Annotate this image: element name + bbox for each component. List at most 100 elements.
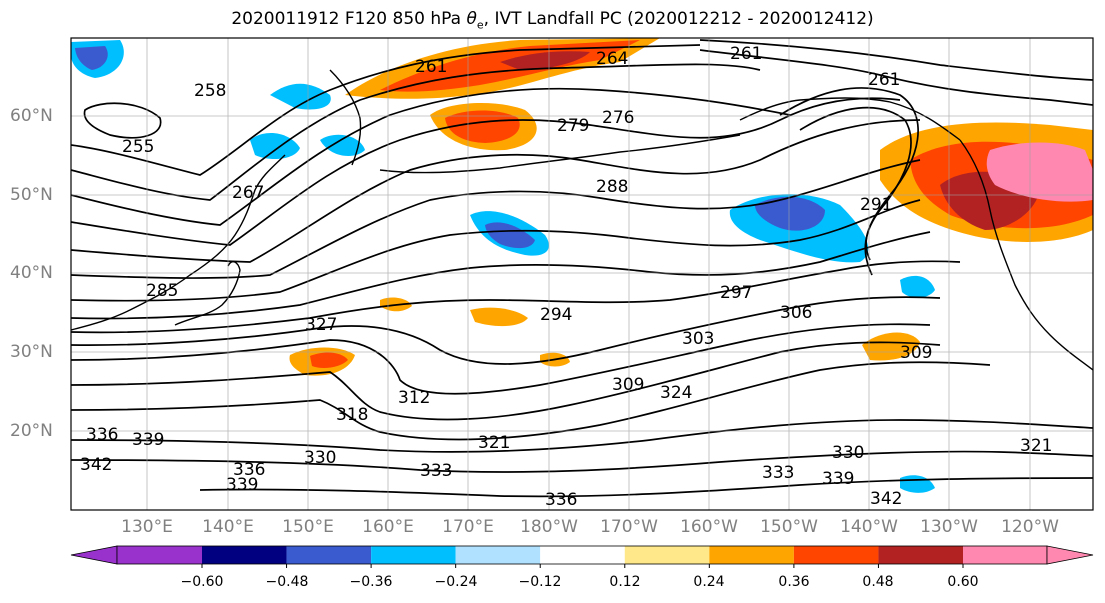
colorbar-bin (455, 546, 541, 564)
graticule (71, 38, 1093, 510)
contour-line (71, 260, 961, 334)
contour-label: 309 (612, 375, 644, 395)
lat-label: 30°N (10, 342, 53, 362)
lon-label: 130°W (920, 517, 978, 537)
contour-line (71, 450, 1093, 473)
theta-symbol: θ (466, 9, 477, 29)
colorbar-bin (878, 546, 963, 564)
contour-line (71, 419, 1093, 453)
contour-label: 336 (86, 425, 118, 445)
contour-line (71, 44, 701, 176)
colorbar-tick-label: 0.24 (693, 574, 725, 590)
contour-line (71, 296, 941, 365)
lon-label: 150°W (760, 517, 818, 537)
shade-region-alaska-peak (500, 51, 590, 70)
contour-line (83, 102, 162, 139)
contour-label: 306 (780, 303, 812, 323)
shade-region-east-neg (900, 275, 935, 298)
contour-label: 324 (660, 383, 692, 403)
colorbar-bin (117, 546, 202, 564)
contour-line (71, 119, 921, 263)
contour-label: 333 (762, 463, 794, 483)
colorbar-ticks (201, 564, 964, 568)
contour-label: 291 (860, 195, 892, 215)
contour-label: 321 (478, 433, 510, 453)
colorbar-bin (371, 546, 456, 564)
colorbar-bin (793, 546, 879, 564)
lon-label: 150°E (282, 517, 334, 537)
lon-label: 120°W (1001, 517, 1059, 537)
contour-line (71, 323, 931, 395)
contour-line (71, 63, 761, 201)
shade-region-japan-neg (250, 133, 300, 160)
contour-label: 342 (870, 489, 902, 509)
shade-region-east-pos (862, 332, 920, 361)
lon-label: 160°W (680, 517, 738, 537)
colorbar-extend-low (70, 545, 118, 565)
colorbar-extend-high (1046, 545, 1094, 565)
lat-label: 60°N (10, 106, 53, 126)
contour-label: 336 (545, 490, 577, 510)
lon-label: 170°W (600, 517, 658, 537)
coastline-north-america (959, 139, 1093, 371)
shade-region-mid-pos-2-core (310, 352, 348, 368)
coastline-asia (71, 154, 286, 331)
lon-label: 160°E (362, 517, 414, 537)
contour-label: 330 (832, 443, 864, 463)
colorbar-bin (286, 546, 372, 564)
shading-layer (71, 38, 1093, 493)
contour-label: 303 (682, 329, 714, 349)
coastline-alaska (739, 97, 961, 141)
contour-line (71, 341, 941, 421)
lat-label: 20°N (10, 421, 53, 441)
colorbar-tick-label: 0.36 (778, 574, 810, 590)
contour-label: 294 (540, 305, 572, 325)
lat-label: 40°N (10, 263, 53, 283)
map-frame (70, 37, 1094, 511)
shade-region-kamchatka-neg (270, 83, 331, 110)
colorbar-bin (624, 546, 710, 564)
lon-label: 140°W (840, 517, 898, 537)
colorbar-bins (116, 545, 1048, 565)
contour-label: 336 (233, 460, 265, 480)
shade-region-nw-corner-neg-inner (75, 46, 108, 70)
shade-region-nw-coast-peak (986, 142, 1093, 202)
contour-label: 279 (557, 116, 589, 136)
colorbar-bin (963, 546, 1047, 564)
shade-region-gulf-core (445, 110, 520, 143)
theta-subscript: e (476, 18, 484, 32)
lon-label: 130°E (121, 517, 173, 537)
colorbar-tick-label: 0.12 (609, 574, 641, 590)
contour-label: 261 (730, 44, 762, 64)
contour-label: 339 (226, 475, 258, 495)
coastline-kamchatka (329, 69, 362, 166)
colorbar-tick-label: −0.48 (265, 574, 309, 590)
colorbar-bin (202, 546, 287, 564)
title-suffix: , IVT Landfall PC (2020012212 - 20200124… (483, 9, 874, 29)
coastlines (71, 69, 1093, 371)
colorbar-bin (540, 546, 625, 564)
contour-label: 330 (304, 448, 336, 468)
contour-label: 276 (602, 108, 634, 128)
lon-label: 180°W (520, 517, 578, 537)
contour-label: 255 (122, 137, 154, 157)
contour-label-layer: 255 258 261 261 261 264 267 276 279 285 … (80, 44, 1052, 510)
colorbar (70, 545, 1094, 568)
contour-line (799, 106, 912, 276)
map-background (71, 38, 1093, 510)
contour-label: 297 (720, 283, 752, 303)
title-prefix: 2020011912 F120 850 hPa (231, 9, 467, 29)
contour-label: 327 (305, 315, 337, 335)
colorbar-tick-label: 0.48 (862, 574, 894, 590)
contour-label: 264 (596, 49, 628, 69)
coastline-aleutians (379, 134, 741, 174)
shade-region-mid-pos-1 (470, 307, 528, 327)
shade-region-okhotsk-neg (320, 134, 365, 156)
shade-region-west-neg-inner (485, 222, 535, 249)
contour-label: 309 (900, 343, 932, 363)
contour-line (699, 49, 1093, 106)
contour-line (71, 87, 791, 226)
contour-label: 321 (1020, 436, 1052, 456)
contour-line (71, 231, 931, 320)
